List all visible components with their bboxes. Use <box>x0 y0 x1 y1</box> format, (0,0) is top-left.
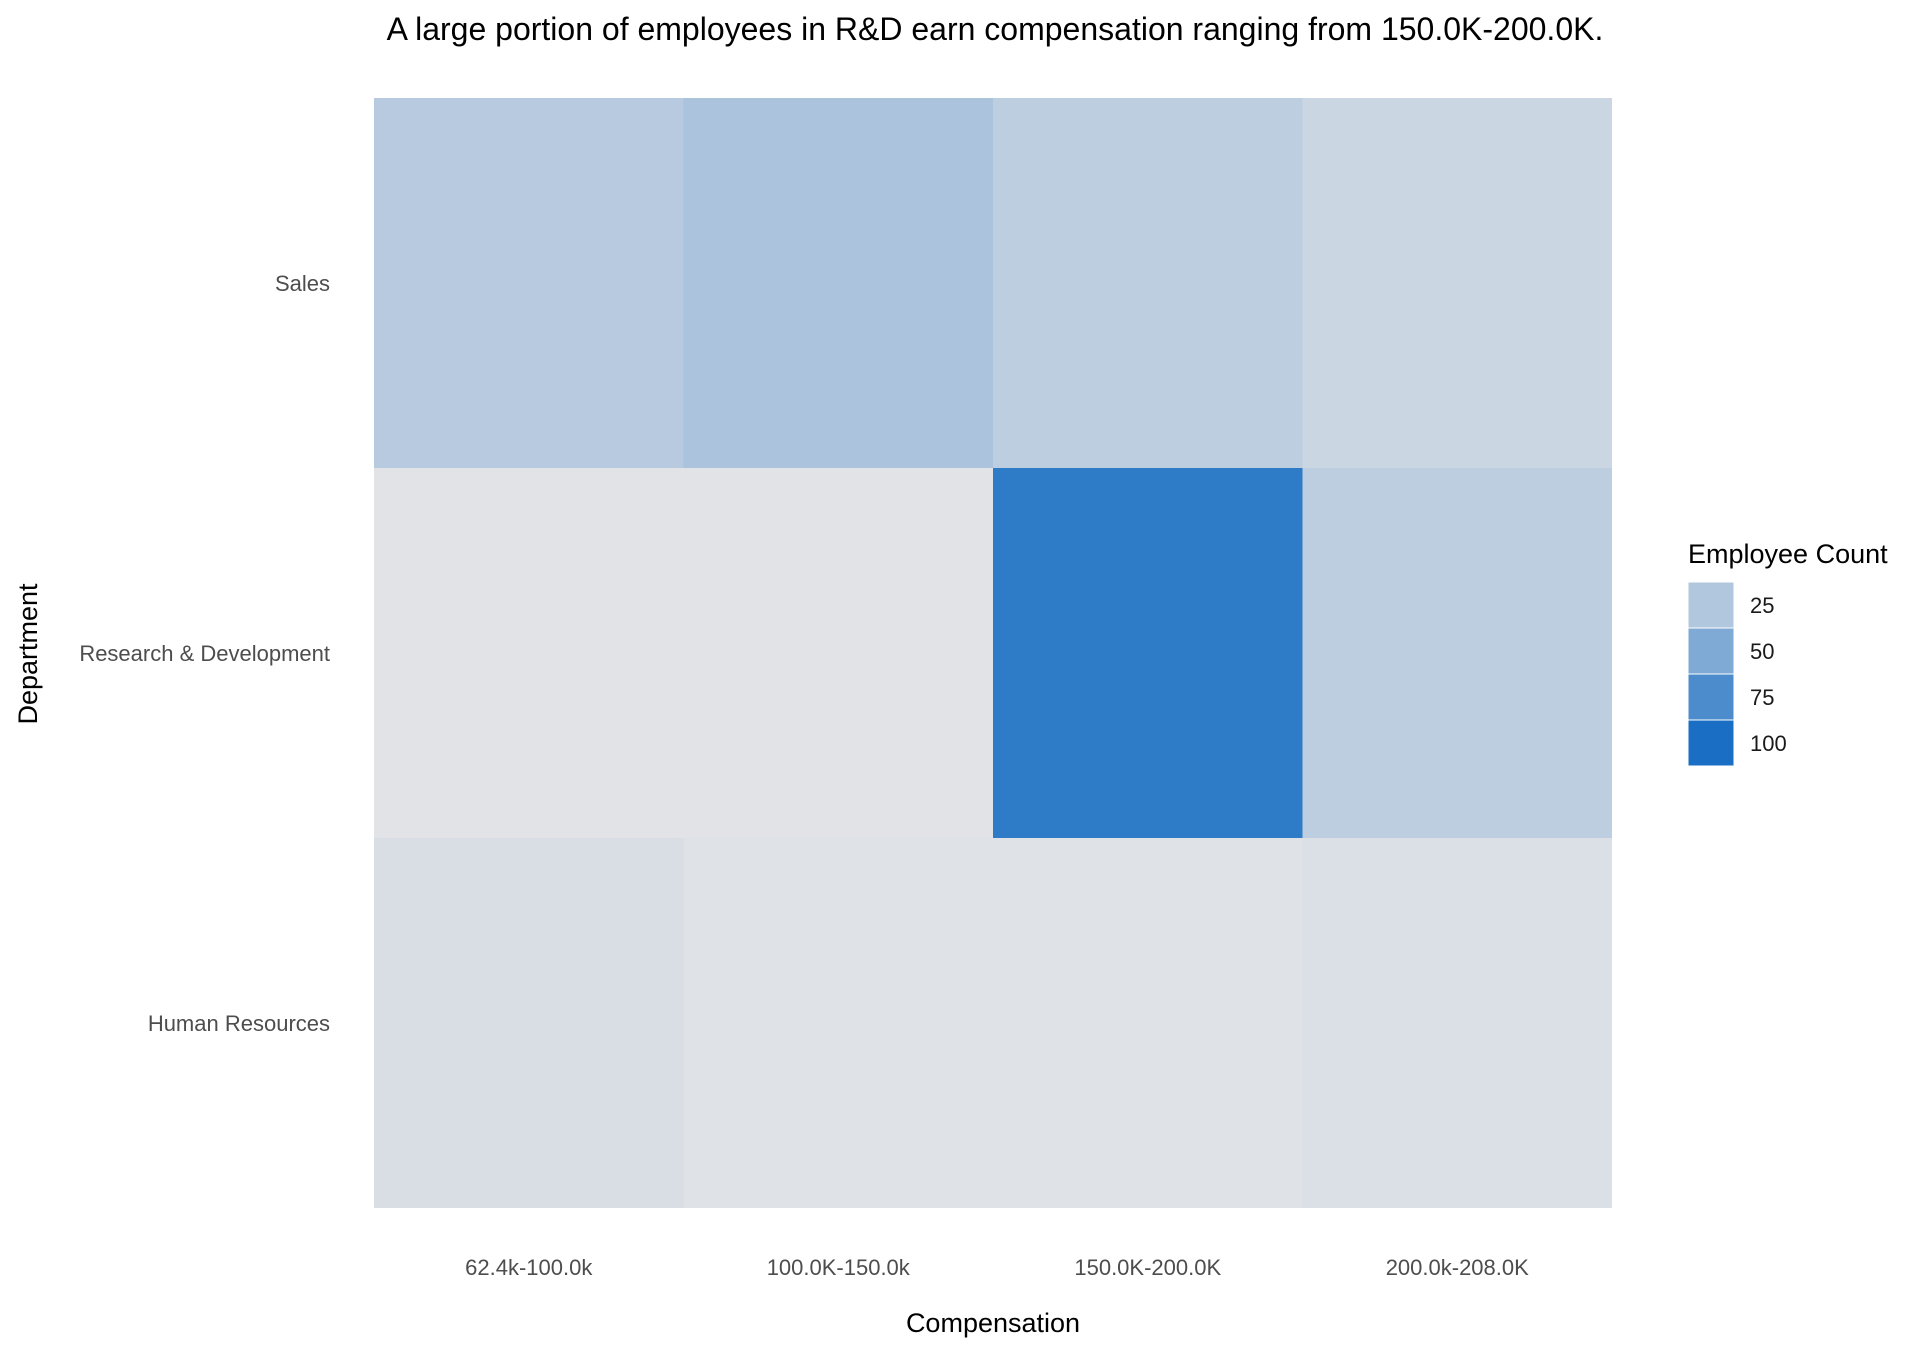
heatmap-cell <box>993 838 1303 1208</box>
legend: Employee Count 25 50 75 100 <box>1687 539 1888 767</box>
legend-label: 100 <box>1750 731 1787 756</box>
legend-title: Employee Count <box>1688 539 1888 569</box>
heatmap-cell <box>374 98 684 468</box>
y-axis-title: Department <box>13 583 43 725</box>
heatmap-cells <box>374 98 1612 1208</box>
heatmap-cell <box>993 468 1303 838</box>
legend-keys: 25 50 75 100 <box>1687 581 1787 767</box>
heatmap-cell <box>683 98 993 468</box>
legend-swatch <box>1687 673 1735 721</box>
heatmap-cell <box>683 838 993 1208</box>
legend-label: 25 <box>1750 593 1774 618</box>
legend-label: 75 <box>1750 685 1774 710</box>
heatmap-cell <box>1302 98 1612 468</box>
y-axis-tick-labels: Sales Research & Development Human Resourc… <box>79 271 330 1036</box>
legend-swatch <box>1687 627 1735 675</box>
x-tick-label: 150.0K-200.0K <box>1074 1255 1221 1280</box>
legend-swatch <box>1687 719 1735 767</box>
chart-title: A large portion of employees in R&D earn… <box>387 11 1604 47</box>
legend-label: 50 <box>1750 639 1774 664</box>
x-axis-title: Compensation <box>906 1308 1080 1338</box>
heatmap-cell <box>374 838 684 1208</box>
x-axis-tick-labels: 62.4k-100.0k 100.0K-150.0k 150.0K-200.0K 20… <box>465 1255 1529 1280</box>
heatmap-cell <box>993 98 1303 468</box>
y-tick-label: Research & Development <box>79 641 330 666</box>
heatmap-cell <box>683 468 993 838</box>
x-tick-label: 200.0k-208.0K <box>1386 1255 1529 1280</box>
heatmap-cell <box>1302 468 1612 838</box>
heatmap-cell <box>374 468 684 838</box>
x-tick-label: 100.0K-150.0k <box>767 1255 911 1280</box>
y-tick-label: Sales <box>275 271 330 296</box>
y-tick-label: Human Resources <box>148 1011 330 1036</box>
legend-swatch <box>1687 581 1735 629</box>
heatmap-cell <box>1302 838 1612 1208</box>
x-tick-label: 62.4k-100.0k <box>465 1255 593 1280</box>
